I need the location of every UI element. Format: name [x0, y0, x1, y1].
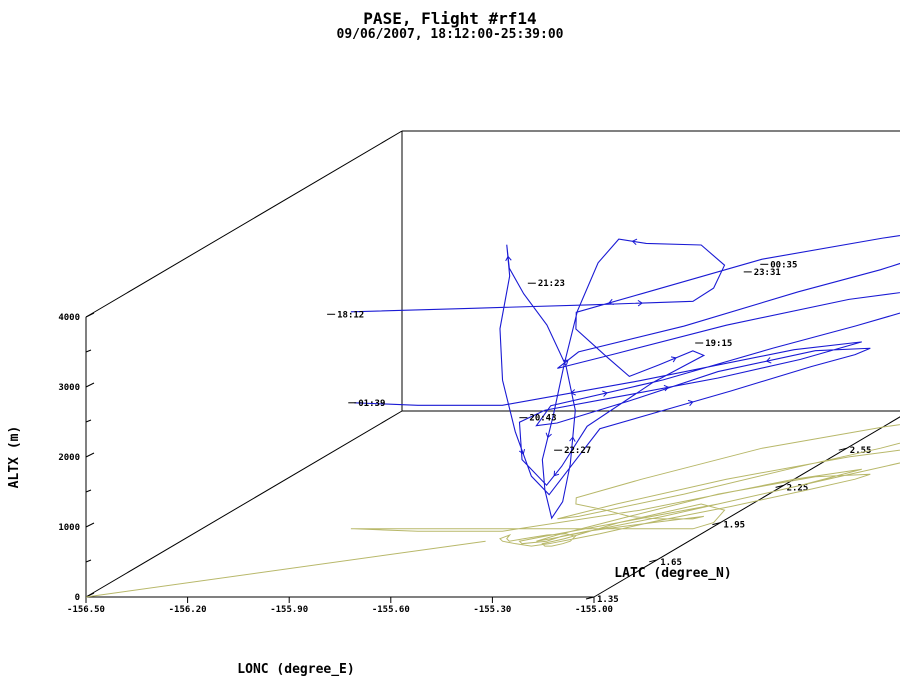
x-tick-label: -156.50	[67, 605, 105, 615]
time-label: 19:15	[705, 339, 732, 349]
z-tick-label: 2000	[58, 453, 80, 463]
floor-edge	[85, 410, 403, 598]
flight-track-line	[350, 235, 900, 520]
z-tick-label: 1000	[58, 523, 80, 533]
y-tick-mark	[838, 447, 847, 451]
z-axis-label: ALTX (m)	[7, 426, 22, 489]
direction-arrow	[670, 356, 677, 363]
direction-arrow	[505, 255, 512, 262]
y-axis-line	[593, 416, 900, 598]
direction-arrow	[765, 357, 772, 364]
time-label: 01:39	[358, 399, 385, 409]
time-labels: 18:12 21:23 23:31 19:15 00:35 01:39 22:27 20:43	[327, 260, 797, 456]
x-axis-label: LONC (degree_E)	[237, 662, 354, 677]
direction-arrow	[518, 448, 526, 455]
direction-arrow	[569, 436, 576, 442]
chart-title: PASE, Flight #rf14	[363, 9, 537, 28]
y-tick-mark	[585, 596, 595, 600]
z-minor-tick-mark	[85, 349, 92, 353]
time-label: 18:12	[337, 310, 364, 320]
direction-arrow	[687, 399, 694, 407]
ground-track	[85, 424, 900, 598]
axes-ticks: -156.50 -156.20 -155.90 -155.60 -155.30 -155.…	[58, 312, 872, 615]
y-tick-label: 2.55	[850, 446, 872, 456]
y-tick-label: 1.35	[597, 595, 619, 605]
z-tick-label: 0	[75, 593, 80, 603]
left-wall-top-edge	[85, 130, 403, 318]
x-tick-label: -155.90	[270, 605, 308, 615]
y-tick-label: 1.95	[723, 521, 745, 531]
direction-arrow	[570, 389, 576, 396]
y-tick-label: 1.65	[660, 558, 682, 568]
time-label: 22:27	[564, 446, 591, 456]
time-label: 23:31	[754, 268, 781, 278]
y-tick-label: 2.25	[787, 483, 809, 493]
direction-arrow	[631, 238, 638, 246]
x-tick-label: -155.00	[575, 605, 613, 615]
z-tick-mark	[85, 382, 95, 388]
x-tick-label: -155.60	[372, 605, 410, 615]
flight-track	[350, 235, 900, 520]
z-minor-tick-mark	[85, 419, 92, 423]
direction-arrow	[562, 359, 569, 366]
axes-frame	[85, 130, 900, 598]
z-tick-mark	[85, 452, 95, 458]
ground-track-line	[350, 424, 900, 547]
direction-arrow	[602, 390, 608, 397]
z-minor-tick-mark	[85, 559, 92, 563]
y-tick-mark	[775, 484, 784, 488]
z-tick-mark	[85, 312, 95, 318]
z-minor-tick-mark	[85, 489, 92, 493]
ground-track-leg	[85, 540, 486, 598]
direction-arrow	[608, 298, 614, 306]
x-tick-label: -155.30	[473, 605, 511, 615]
z-tick-label: 3000	[58, 383, 80, 393]
time-label: 00:35	[770, 260, 797, 270]
direction-arrow	[545, 432, 552, 439]
chart-subtitle: 09/06/2007, 18:12:00-25:39:00	[336, 27, 564, 42]
y-axis-label: LATC (degree_N)	[614, 566, 731, 581]
direction-arrow	[553, 470, 560, 477]
y-tick-mark	[649, 559, 658, 563]
direction-arrow	[637, 299, 644, 307]
z-tick-label: 4000	[58, 313, 80, 323]
y-tick-mark	[712, 522, 721, 526]
time-label: 20:43	[529, 414, 556, 424]
time-label: 21:23	[538, 279, 565, 289]
x-tick-label: -156.20	[169, 605, 207, 615]
z-tick-mark	[85, 522, 95, 528]
direction-arrow	[663, 384, 670, 392]
